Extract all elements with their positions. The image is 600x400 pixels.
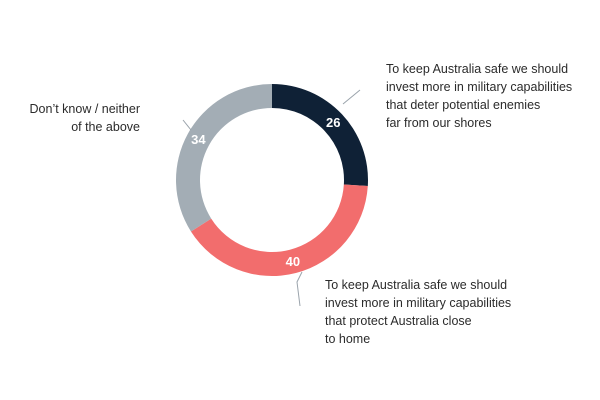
donut-slice-1	[272, 84, 368, 187]
category-label-line: To keep Australia safe we should	[325, 278, 507, 292]
category-label-1: To keep Australia safe we should invest m…	[386, 62, 572, 130]
category-label-line: far from our shores	[386, 116, 492, 130]
category-label-line: that deter potential enemies	[386, 98, 540, 112]
category-label-line: of the above	[71, 120, 140, 134]
category-label-line: To keep Australia safe we should	[386, 62, 568, 76]
category-label-3: Don’t know / neither of the above	[30, 102, 141, 134]
donut-slice-2	[190, 184, 368, 277]
donut-slices	[175, 84, 368, 277]
category-labels: To keep Australia safe we should invest m…	[30, 62, 573, 346]
leader-line-2	[296, 271, 303, 307]
donut-slice-3	[175, 84, 272, 232]
category-label-line: invest more in military capabilities	[386, 80, 572, 94]
slice-value-label-1: 26	[326, 115, 340, 130]
category-label-line: invest more in military capabilities	[325, 296, 511, 310]
leader-line-1	[342, 89, 361, 105]
leader-lines	[182, 89, 361, 307]
category-label-line: to home	[325, 332, 370, 346]
category-label-2: To keep Australia safe we should invest m…	[325, 278, 511, 346]
category-label-line: Don’t know / neither	[30, 102, 140, 116]
slice-value-label-3: 34	[191, 132, 206, 147]
category-label-line: that protect Australia close	[325, 314, 472, 328]
leader-line-3	[182, 119, 192, 131]
slice-values: 26 40 34	[191, 115, 340, 269]
slice-value-label-2: 40	[286, 254, 300, 269]
